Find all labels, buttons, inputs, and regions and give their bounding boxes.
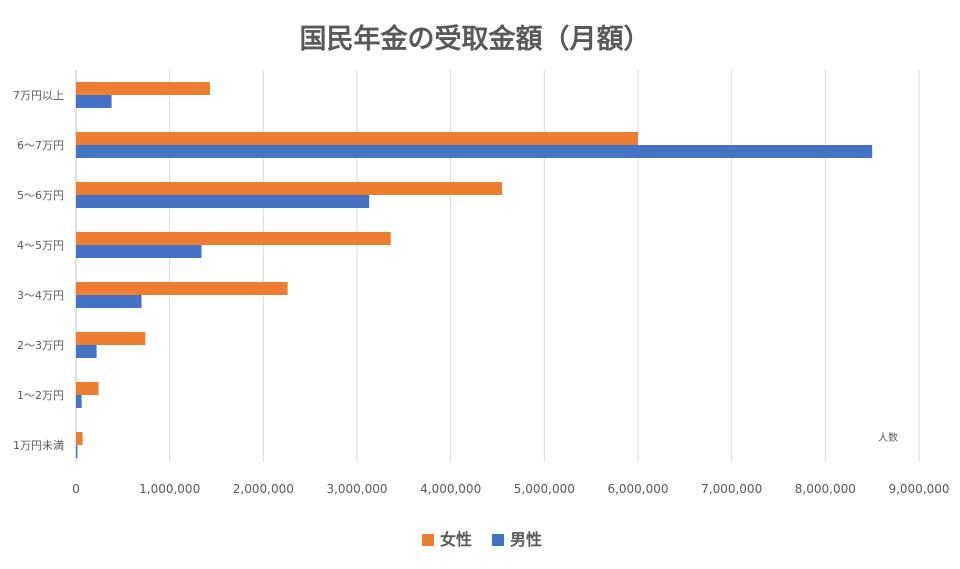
bar-female: [76, 232, 391, 245]
x-tick-labels: 0 1,000,000 2,000,000 3,000,000 4,000,000 5,0…: [72, 482, 949, 496]
bar-female: [76, 82, 210, 95]
bar-female: [76, 382, 99, 395]
category-label: 2～3万円: [17, 339, 64, 352]
chart-title: 国民年金の受取金額（月額）: [300, 23, 651, 55]
bar-male: [76, 395, 82, 408]
bar-male: [76, 195, 370, 208]
bar-male: [76, 245, 202, 258]
x-tick-label: 3,000,000: [326, 482, 387, 496]
bar-female: [76, 432, 83, 445]
category-labels: 7万円以上 6～7万円 5～6万円 4～5万円 3～4万円 2～3万円 1～2万円 1万円未満: [13, 89, 64, 452]
bar-female: [76, 182, 503, 195]
bars: [76, 82, 873, 458]
bar-male: [76, 145, 873, 158]
category-label: 4～5万円: [17, 239, 64, 252]
bar-male: [76, 345, 97, 358]
category-label: 3～4万円: [17, 289, 64, 302]
legend: 女性 男性: [422, 530, 542, 549]
x-tick-label: 7,000,000: [701, 482, 762, 496]
x-tick-label: 5,000,000: [514, 482, 575, 496]
bar-male: [76, 95, 112, 108]
bar-male: [76, 295, 142, 308]
x-tick-label: 8,000,000: [795, 482, 856, 496]
x-tick-label: 1,000,000: [139, 482, 200, 496]
x-tick-label: 2,000,000: [233, 482, 294, 496]
x-tick-label: 4,000,000: [420, 482, 481, 496]
category-label: 1～2万円: [17, 389, 64, 402]
category-label: 7万円以上: [13, 89, 64, 102]
bar-female: [76, 282, 288, 295]
legend-swatch-male: [492, 534, 504, 546]
bar-female: [76, 332, 146, 345]
legend-label-male: 男性: [510, 530, 542, 549]
legend-label-female: 女性: [440, 530, 472, 549]
category-label: 1万円未満: [13, 439, 64, 452]
legend-swatch-female: [422, 534, 434, 546]
bar-male: [76, 445, 78, 458]
x-axis-label: 人数: [878, 431, 898, 444]
x-tick-label: 6,000,000: [607, 482, 668, 496]
category-label: 6～7万円: [17, 139, 64, 152]
x-tick-label: 9,000,000: [888, 482, 949, 496]
bar-female: [76, 132, 638, 145]
x-tick-label: 0: [72, 482, 80, 496]
category-label: 5～6万円: [17, 189, 64, 202]
gridlines: [75, 70, 920, 462]
